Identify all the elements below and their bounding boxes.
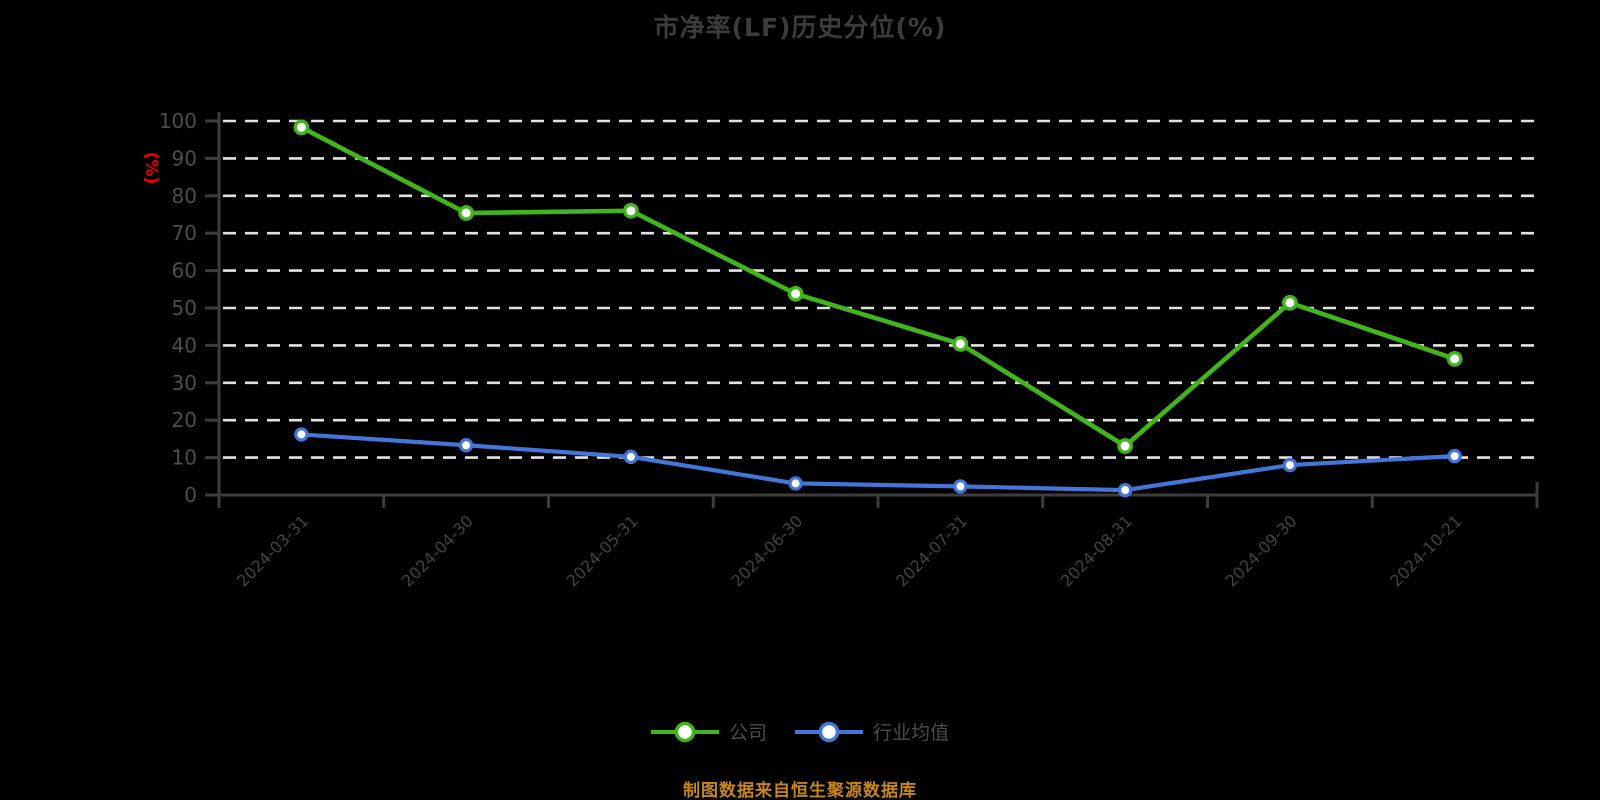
data-point-marker (1117, 482, 1133, 498)
y-axis-tick-label: 80 (172, 184, 197, 208)
y-axis-tick-label: 100 (159, 109, 197, 133)
y-axis-tick-label: 50 (172, 296, 197, 320)
legend-label-industry-average: 行业均值 (873, 722, 950, 744)
y-axis-unit-label: (%) (141, 152, 161, 185)
industry-average-series-marker-icon (795, 721, 863, 742)
company-series-line (299, 125, 1457, 449)
data-point-marker (622, 202, 639, 219)
y-axis-tick-label: 60 (172, 259, 197, 283)
data-point-marker (787, 285, 804, 302)
y-axis-tick-label: 10 (172, 446, 197, 470)
x-axis-tick-label: 2024-09-30 (1222, 511, 1301, 590)
x-axis-tick-label: 2024-07-31 (892, 511, 971, 590)
y-axis-tick-label: 20 (172, 408, 197, 432)
data-point-marker (1281, 294, 1298, 311)
data-point-marker (1282, 457, 1298, 473)
y-axis-tick-label: 40 (172, 333, 197, 357)
industry-average-series-line (299, 432, 1457, 493)
legend-item-industry-average[interactable]: 行业均值 (795, 718, 949, 745)
x-axis-tick-label: 2024-03-31 (233, 511, 312, 590)
x-axis-tick-label: 2024-08-31 (1057, 511, 1136, 590)
x-axis-tick-label: 2024-10-21 (1386, 511, 1465, 590)
data-point-marker (1446, 350, 1463, 367)
chart-title: 市净率(LF)历史分位(%) (653, 13, 947, 42)
x-axis-tick-label: 2024-04-30 (398, 511, 477, 590)
x-axis-tick-label: 2024-05-31 (563, 511, 642, 590)
data-point-marker (294, 427, 309, 442)
data-point-marker (788, 476, 803, 491)
company-series-marker-icon (650, 721, 719, 742)
legend-label-company: 公司 (728, 722, 767, 744)
legend-item-company[interactable]: 公司 (650, 718, 767, 745)
data-point-marker (458, 438, 474, 453)
data-point-marker (1117, 438, 1134, 454)
y-axis-tick-label: 90 (172, 146, 197, 170)
data-point-marker (293, 119, 310, 136)
x-axis-tick-label: 2024-06-30 (727, 511, 806, 590)
data-point-marker (953, 479, 968, 494)
y-axis-tick-label: 0 (184, 483, 197, 507)
data-point-marker (952, 336, 969, 352)
data-point-marker (1447, 448, 1462, 464)
data-point-marker (458, 205, 475, 221)
data-source-note: 制图数据来自恒生聚源数据库 (683, 781, 917, 800)
y-axis-tick-label: 70 (172, 221, 197, 245)
y-axis-tick-label: 30 (172, 371, 197, 395)
chart-legend: 公司 行业均值 (0, 718, 1600, 745)
data-point-marker (623, 449, 639, 465)
